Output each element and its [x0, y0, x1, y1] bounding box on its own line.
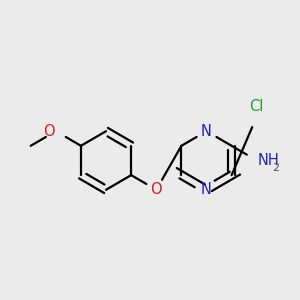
Text: N: N: [201, 182, 212, 197]
Text: Cl: Cl: [250, 99, 264, 114]
Text: NH: NH: [258, 153, 280, 168]
Text: 2: 2: [272, 163, 280, 172]
Text: N: N: [201, 124, 212, 139]
Text: O: O: [43, 124, 55, 139]
Text: O: O: [151, 182, 162, 197]
